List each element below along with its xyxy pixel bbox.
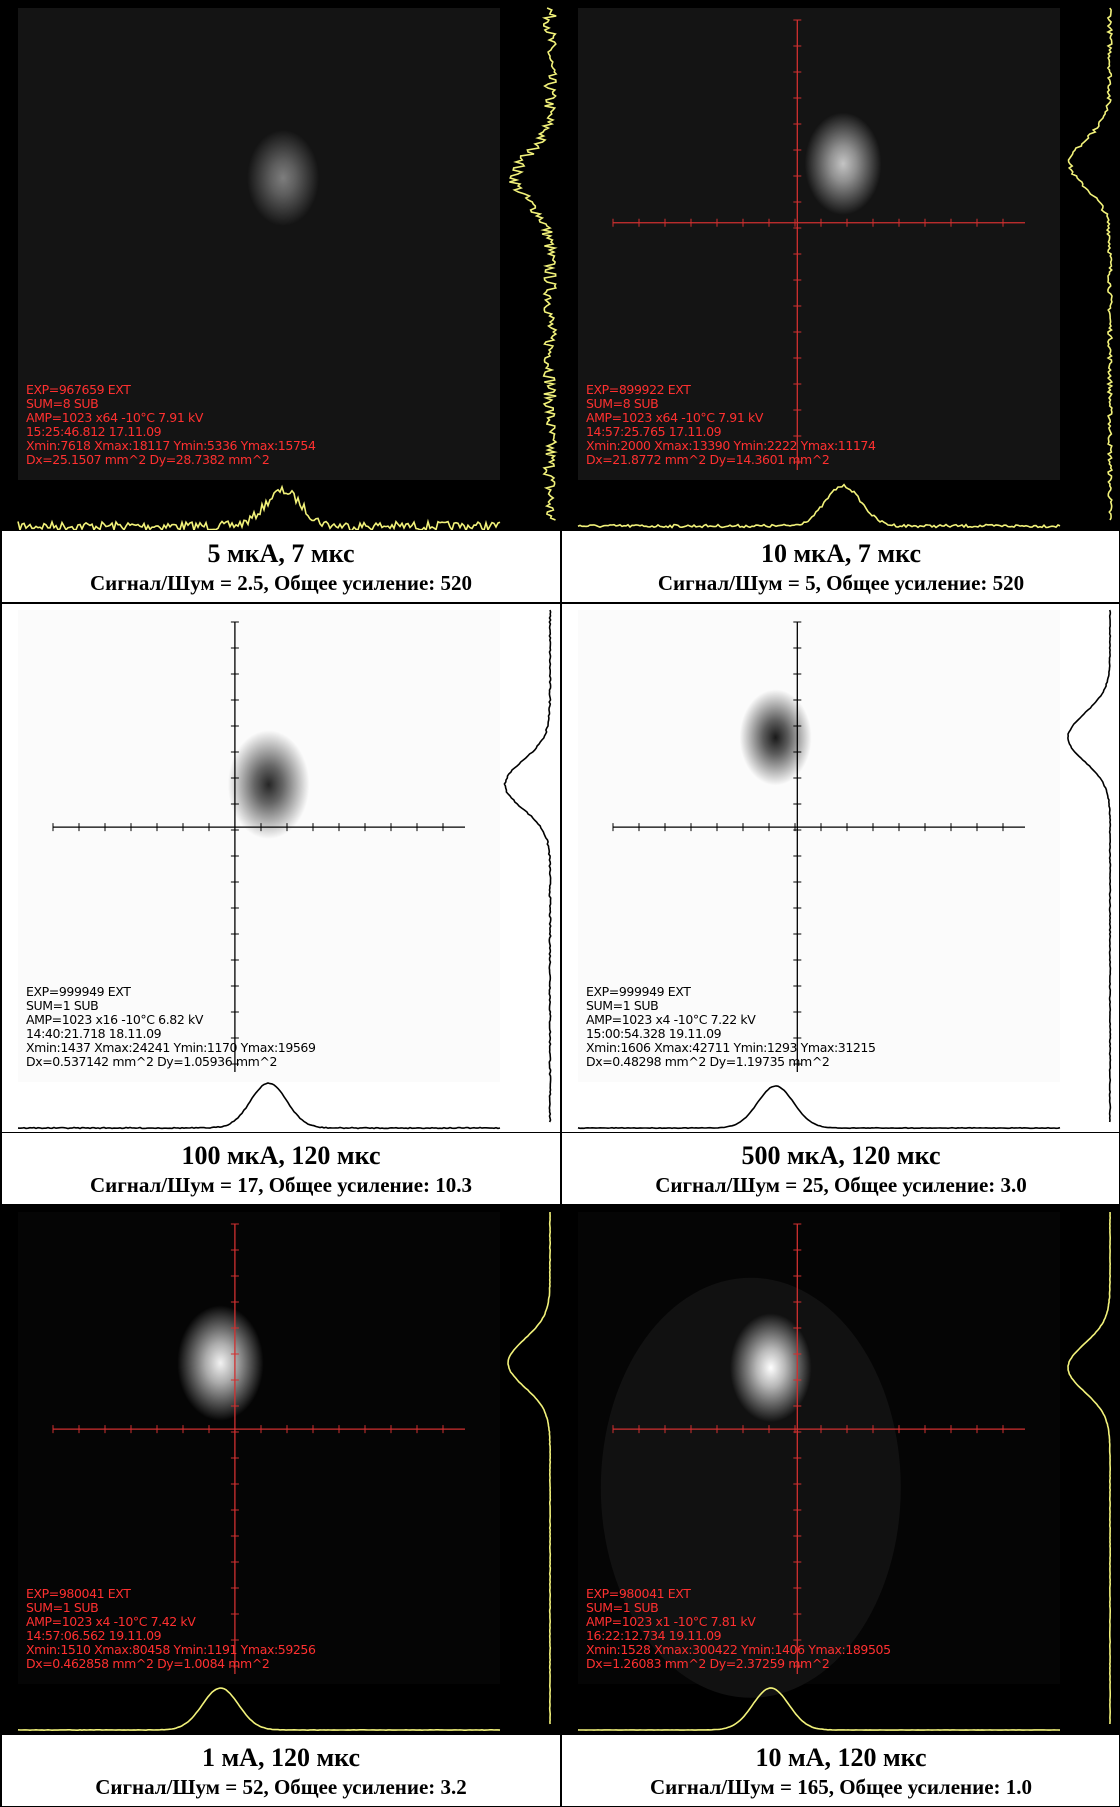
beam-spot (805, 113, 882, 215)
overlay-text: AMP=1023 x4 -10°C 7.42 kV (26, 1614, 196, 1629)
beam-spot (740, 689, 812, 785)
overlay-text: SUM=8 SUB (586, 396, 658, 411)
overlay-text: SUM=1 SUB (586, 998, 658, 1013)
overlay-text: Xmin:1528 Xmax:300422 Ymin:1406 Ymax:189… (586, 1642, 891, 1657)
caption-title: 100 мкА, 120 мкс (181, 1140, 380, 1172)
caption-subtitle: Сигнал/Шум = 5, Общее усиление: 520 (658, 570, 1024, 596)
caption-subtitle: Сигнал/Шум = 17, Общее усиление: 10.3 (90, 1172, 472, 1198)
overlay-text: Xmin:1437 Xmax:24241 Ymin:1170 Ymax:1956… (26, 1040, 316, 1055)
caption-subtitle: Сигнал/Шум = 25, Общее усиление: 3.0 (655, 1172, 1027, 1198)
overlay-text: EXP=980041 EXT (26, 1586, 131, 1601)
beam-spot (177, 1305, 263, 1420)
caption-title: 500 мкА, 120 мкс (741, 1140, 940, 1172)
beam-spot (247, 130, 319, 226)
overlay-text: EXP=999949 EXT (586, 984, 691, 999)
overlay-text: EXP=980041 EXT (586, 1586, 691, 1601)
caption-title: 5 мкА, 7 мкс (207, 538, 354, 570)
overlay-text: SUM=1 SUB (26, 1600, 98, 1615)
overlay-text: 15:25:46.812 17.11.09 (26, 424, 162, 439)
figure-table: EXP=967659 EXTSUM=8 SUBAMP=1023 x64 -10°… (0, 0, 1120, 1807)
overlay-text: Xmin:1606 Xmax:42711 Ymin:1293 Ymax:3121… (586, 1040, 876, 1055)
caption-title: 10 мА, 120 мкс (755, 1742, 926, 1774)
overlay-text: AMP=1023 x16 -10°C 6.82 kV (26, 1012, 204, 1027)
overlay-text: Dx=0.462858 mm^2 Dy=1.0084 mm^2 (26, 1656, 269, 1671)
overlay-text: SUM=1 SUB (586, 1600, 658, 1615)
overlay-text: Xmin:1510 Xmax:80458 Ymin:1191 Ymax:5925… (26, 1642, 316, 1657)
caption-subtitle: Сигнал/Шум = 165, Общее усиление: 1.0 (650, 1774, 1032, 1800)
overlay-text: Dx=1.26083 mm^2 Dy=2.37259 mm^2 (586, 1656, 829, 1671)
overlay-text: Dx=0.537142 mm^2 Dy=1.05936 mm^2 (26, 1054, 277, 1069)
caption-title: 10 мкА, 7 мкс (761, 538, 921, 570)
overlay-text: EXP=899922 EXT (586, 382, 691, 397)
caption-subtitle: Сигнал/Шум = 2.5, Общее усиление: 520 (90, 570, 472, 596)
overlay-text: EXP=967659 EXT (26, 382, 131, 397)
overlay-text: 15:00:54.328 19.11.09 (586, 1026, 722, 1041)
overlay-text: Xmin:2000 Xmax:13390 Ymin:2222 Ymax:1117… (586, 438, 876, 453)
overlay-text: AMP=1023 x1 -10°C 7.81 kV (586, 1614, 756, 1629)
overlay-text: Dx=21.8772 mm^2 Dy=14.3601 mm^2 (586, 452, 829, 467)
caption-subtitle: Сигнал/Шум = 52, Общее усиление: 3.2 (95, 1774, 467, 1800)
beam-spot (228, 730, 310, 839)
overlay-text: SUM=1 SUB (26, 998, 98, 1013)
overlay-text: Dx=25.1507 mm^2 Dy=28.7382 mm^2 (26, 452, 269, 467)
overlay-text: 14:57:06.562 19.11.09 (26, 1628, 162, 1643)
overlay-text: 14:57:25.765 17.11.09 (586, 424, 722, 439)
overlay-text: SUM=8 SUB (26, 396, 98, 411)
overlay-text: Dx=0.48298 mm^2 Dy=1.19735 mm^2 (586, 1054, 829, 1069)
overlay-text: AMP=1023 x64 -10°C 7.91 kV (26, 410, 204, 425)
overlay-text: AMP=1023 x4 -10°C 7.22 kV (586, 1012, 756, 1027)
overlay-text: AMP=1023 x64 -10°C 7.91 kV (586, 410, 764, 425)
overlay-text: EXP=999949 EXT (26, 984, 131, 999)
overlay-text: Xmin:7618 Xmax:18117 Ymin:5336 Ymax:1575… (26, 438, 316, 453)
overlay-text: 16:22:12.734 19.11.09 (586, 1628, 722, 1643)
caption-title: 1 мА, 120 мкс (202, 1742, 360, 1774)
overlay-text: 14:40:21.718 18.11.09 (26, 1026, 162, 1041)
